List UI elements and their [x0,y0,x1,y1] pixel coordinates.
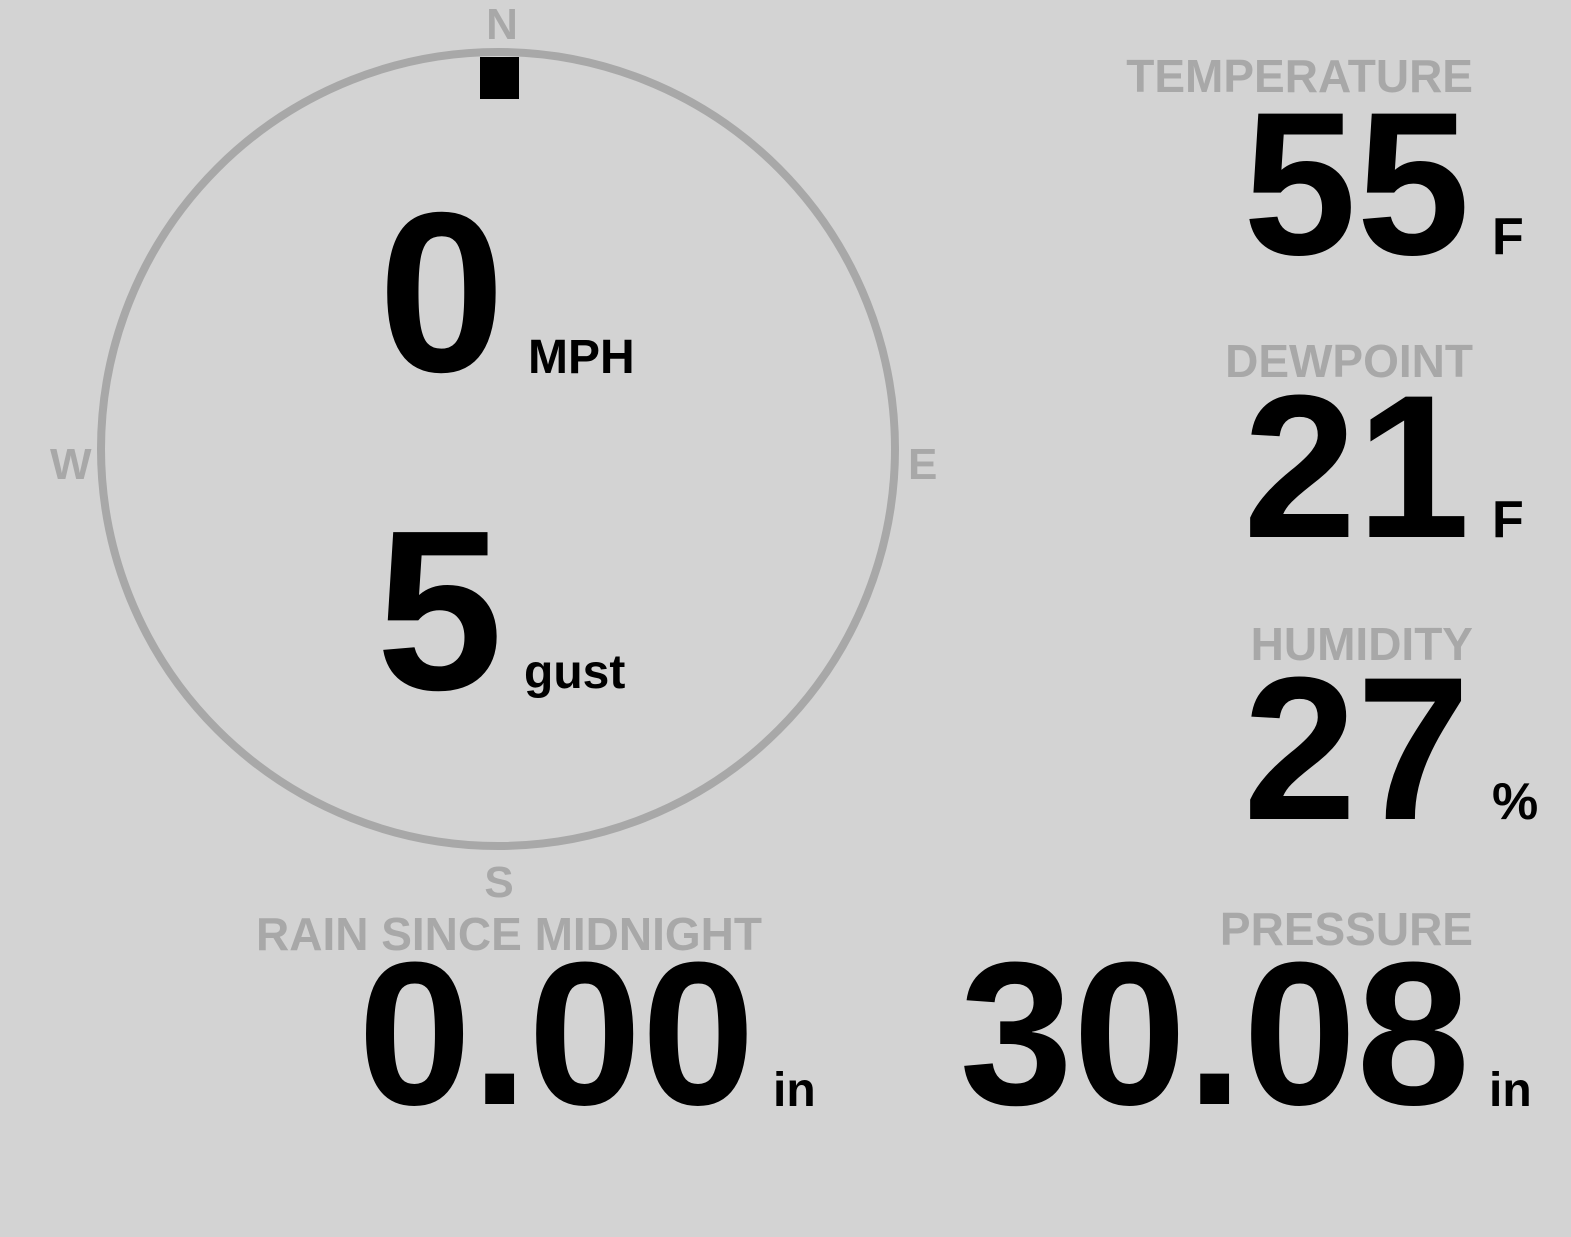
rain-label: RAIN SINCE MIDNIGHT [256,908,762,960]
compass-south: S [484,858,514,907]
humidity-unit: % [1492,773,1539,831]
compass-west: W [50,440,92,489]
pressure-unit: in [1489,1064,1532,1117]
wind-speed-unit: MPH [528,331,635,384]
temperature-value: 55 [1243,70,1470,298]
compass-ring [97,48,899,850]
temperature-unit: F [1492,208,1524,266]
humidity-label: HUMIDITY [1250,618,1473,670]
rain-value: 0.00 [357,920,755,1148]
compass-east: E [908,440,938,489]
rain-unit: in [773,1064,816,1117]
wind-gust-value: 5 [376,484,503,738]
pressure-value: 30.08 [959,920,1471,1148]
humidity-value: 27 [1243,635,1470,863]
dewpoint-label: DEWPOINT [1225,335,1473,387]
wind-gust-label: gust [524,646,626,699]
pressure-label: PRESSURE [1219,903,1473,955]
wind-direction-indicator [480,57,519,99]
compass-north: N [486,0,518,49]
dewpoint-unit: F [1492,491,1524,549]
wind-speed-value: 0 [378,166,505,420]
dewpoint-value: 21 [1243,353,1470,581]
temperature-label: TEMPERATURE [1126,50,1473,102]
